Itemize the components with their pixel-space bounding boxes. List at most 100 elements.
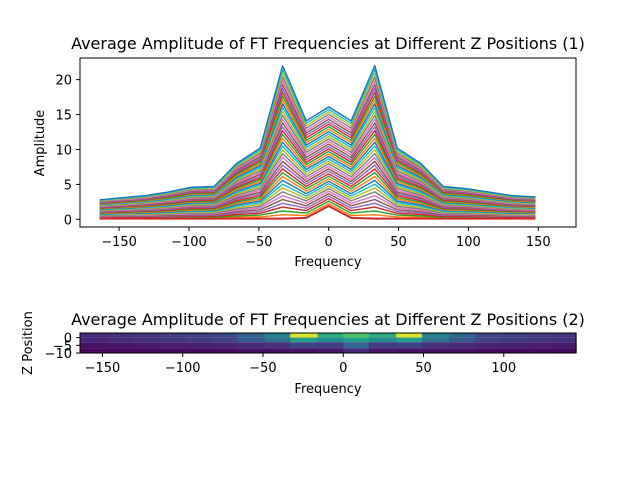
series-line-38 <box>99 72 536 202</box>
heatmap-cell <box>211 333 238 338</box>
y-tick-label: −10 <box>45 347 72 362</box>
series-line-27 <box>99 114 536 207</box>
series-line-37 <box>99 76 536 202</box>
heatmap-cell <box>317 348 344 353</box>
chart-1-frame <box>79 57 577 228</box>
series-line-7 <box>99 187 536 216</box>
heatmap-cell <box>237 337 266 343</box>
series-line-32 <box>99 95 536 205</box>
y-tick-label: 15 <box>55 109 72 124</box>
series-line-24 <box>99 126 536 208</box>
heatmap-cell <box>396 337 423 343</box>
series-line-31 <box>99 99 536 205</box>
y-tick-label: 0 <box>64 213 72 228</box>
heatmap-cell <box>396 333 423 338</box>
heatmap-cell <box>264 342 291 349</box>
series-line-23 <box>99 129 536 209</box>
heatmap-cell <box>105 333 134 338</box>
x-tick-label: 100 <box>456 235 481 250</box>
heatmap-cell <box>158 342 187 349</box>
heatmap-cell <box>158 333 187 338</box>
heatmap-cell <box>290 337 319 343</box>
chart-1-xlabel: Frequency <box>294 255 361 270</box>
heatmap-cell <box>343 348 370 353</box>
heatmap-cell <box>237 342 266 349</box>
heatmap-cell <box>500 348 529 353</box>
heatmap-cell <box>80 333 107 338</box>
x-tick-label: −50 <box>245 235 272 250</box>
heatmap-cell <box>449 337 476 343</box>
chart-2-title: Average Amplitude of FT Frequencies at D… <box>71 310 585 329</box>
heatmap-cell <box>474 337 502 343</box>
series-line-highlight <box>99 205 536 220</box>
heatmap-cell <box>80 337 107 343</box>
heatmap-cell <box>396 348 423 353</box>
heatmap-cell <box>421 348 450 353</box>
heatmap-cell <box>290 333 319 338</box>
heatmap-cell <box>80 342 107 349</box>
heatmap-cell <box>317 333 344 338</box>
heatmap-cell <box>158 348 187 353</box>
chart-1: Average Amplitude of FT Frequencies at D… <box>33 34 585 270</box>
heatmap-cell <box>105 337 134 343</box>
heatmap-cell <box>421 342 450 349</box>
x-tick-label: 100 <box>491 361 516 376</box>
heatmap-cell <box>211 348 238 353</box>
x-tick-label: 0 <box>325 235 333 250</box>
heatmap-cell <box>527 333 555 338</box>
heatmap-cell <box>474 342 502 349</box>
heatmap-cell <box>368 342 397 349</box>
chart-2-frame <box>79 332 577 354</box>
heatmap-cell <box>343 333 370 338</box>
x-tick-label: 50 <box>415 361 432 376</box>
heatmap-cell <box>264 348 291 353</box>
series-line-10 <box>99 179 536 215</box>
heatmap-cell <box>185 337 213 343</box>
chart-2-heatmap <box>80 333 577 353</box>
chart-1-plot-area <box>99 64 536 220</box>
heatmap-cell <box>133 348 160 353</box>
heatmap-cell <box>553 337 577 343</box>
heatmap-cell <box>237 348 266 353</box>
heatmap-cell <box>500 337 529 343</box>
y-tick-label: 5 <box>64 178 72 193</box>
x-tick-label: −100 <box>171 235 207 250</box>
x-tick-label: −50 <box>249 361 276 376</box>
x-tick-label: −100 <box>165 361 201 376</box>
heatmap-cell <box>527 342 555 349</box>
chart-1-ylabel: Amplitude <box>33 110 48 177</box>
heatmap-cell <box>185 333 213 338</box>
heatmap-cell <box>343 337 370 343</box>
heatmap-cell <box>527 348 555 353</box>
x-tick-label: 50 <box>390 235 407 250</box>
heatmap-cell <box>343 342 370 349</box>
heatmap-cell <box>185 348 213 353</box>
series-line-15 <box>99 160 536 213</box>
heatmap-cell <box>449 342 476 349</box>
heatmap-cell <box>449 333 476 338</box>
heatmap-cell <box>133 333 160 338</box>
heatmap-cell <box>553 342 577 349</box>
heatmap-cell <box>105 348 134 353</box>
heatmap-cell <box>290 348 319 353</box>
heatmap-cell <box>264 337 291 343</box>
heatmap-cell <box>105 342 134 349</box>
heatmap-cell <box>421 333 450 338</box>
y-tick-label: 20 <box>55 74 72 89</box>
heatmap-cell <box>368 348 397 353</box>
heatmap-cell <box>396 342 423 349</box>
series-line-20 <box>99 141 536 210</box>
series-line-5 <box>99 192 536 217</box>
chart-1-axes: −150 −100 −50 0 50 100 150 0 5 10 15 20 <box>55 74 550 250</box>
y-tick-label: 10 <box>55 143 72 158</box>
chart-1-title: Average Amplitude of FT Frequencies at D… <box>71 34 585 53</box>
heatmap-cell <box>290 342 319 349</box>
heatmap-cell <box>317 337 344 343</box>
series-line-40 <box>99 64 536 201</box>
heatmap-cell <box>185 342 213 349</box>
heatmap-cell <box>500 333 529 338</box>
heatmap-cell <box>211 342 238 349</box>
chart-2-ylabel: Z Position <box>21 311 36 375</box>
